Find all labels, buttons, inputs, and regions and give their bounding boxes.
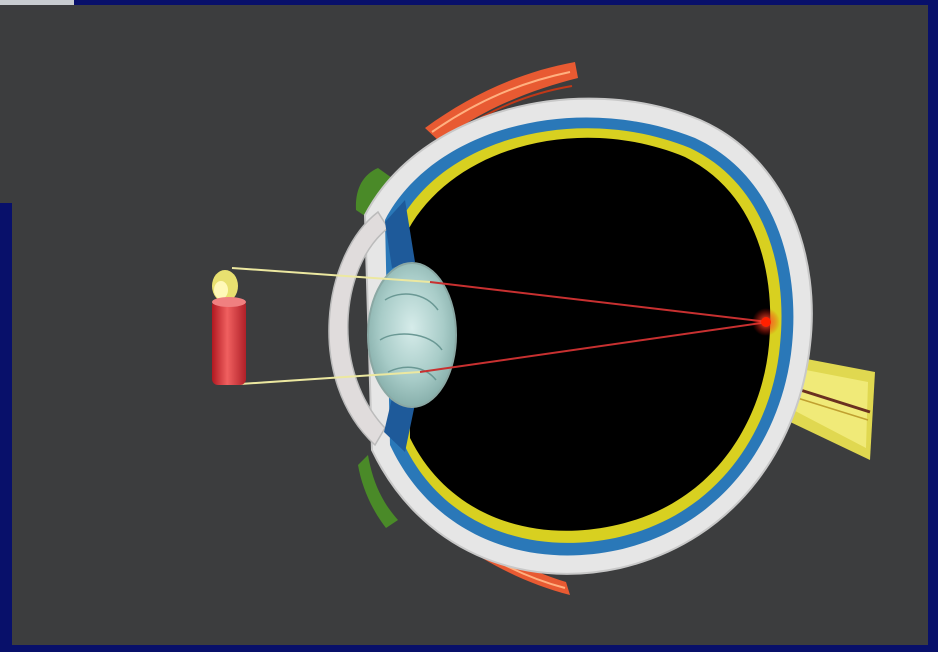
upper-refracted-ray — [429, 281, 769, 323]
vitreous-body — [408, 137, 771, 531]
upper-incident-ray — [231, 267, 431, 283]
candle-body — [212, 300, 246, 385]
upper-iris — [385, 200, 415, 268]
lower-iris — [384, 398, 415, 452]
lower-refracted-ray — [419, 321, 769, 373]
candle-object — [212, 270, 246, 385]
slide-panel-extension — [0, 5, 14, 203]
lens-texture — [379, 293, 443, 381]
lower-incident-ray — [239, 371, 421, 385]
slide-frame-corner — [0, 0, 74, 5]
lower-ciliary-tissue — [358, 455, 398, 528]
upper-ciliary-tissue — [355, 168, 392, 218]
